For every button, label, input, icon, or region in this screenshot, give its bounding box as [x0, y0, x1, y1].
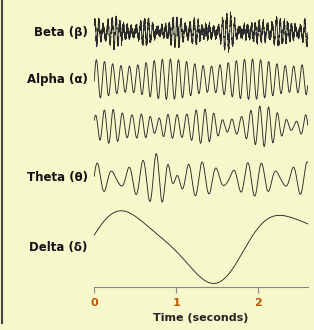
Y-axis label: Theta (θ): Theta (θ)	[27, 171, 88, 184]
Y-axis label: Delta (δ): Delta (δ)	[30, 241, 88, 254]
Y-axis label: Alpha (α): Alpha (α)	[27, 73, 88, 86]
Y-axis label: Beta (β): Beta (β)	[34, 26, 88, 39]
X-axis label: Time (seconds): Time (seconds)	[153, 313, 249, 323]
